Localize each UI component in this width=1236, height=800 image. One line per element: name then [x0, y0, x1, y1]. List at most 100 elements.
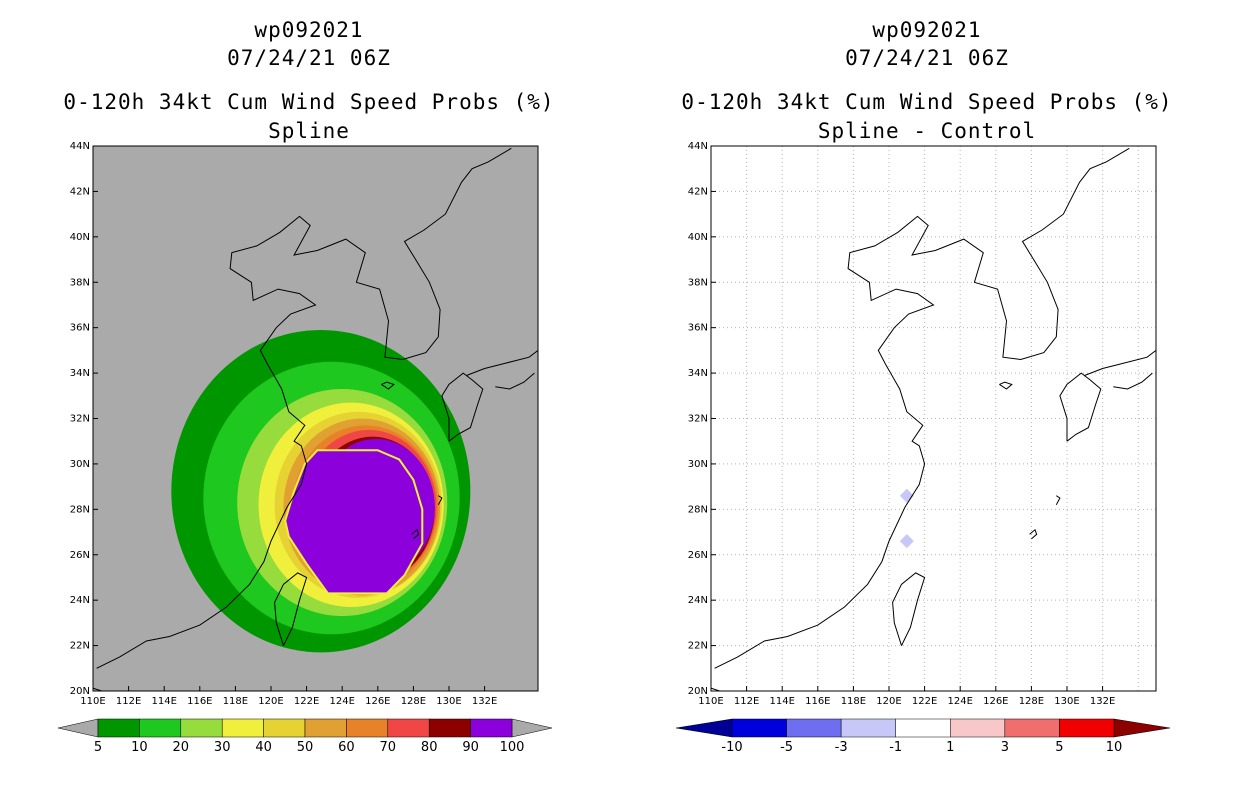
colorbar-swatch: [895, 718, 951, 738]
coastline: [1055, 495, 1061, 506]
x-tick-label: 128E: [401, 696, 426, 707]
coastline: [441, 372, 484, 442]
x-tick-label: 132E: [472, 696, 497, 707]
colorbar-swatch: [428, 718, 471, 738]
coastline: [466, 350, 538, 376]
colorbar-label: 10: [1106, 740, 1123, 755]
diff-cell: [899, 534, 914, 549]
x-tick-label: 118E: [223, 696, 248, 707]
colorbar-swatch: [263, 718, 306, 738]
colorbar-label: -10: [721, 740, 742, 755]
colorbar-swatch: [1004, 718, 1060, 738]
colorbar-swatch: [731, 718, 787, 738]
coastline: [714, 147, 1130, 669]
colorbar-arrow-high: [511, 718, 553, 738]
coastline: [1029, 528, 1038, 540]
coastline: [999, 381, 1013, 390]
storm-id: wp092021: [872, 18, 982, 42]
coastline: [1113, 372, 1153, 390]
storm-id: wp092021: [254, 18, 364, 42]
coastline: [381, 381, 395, 390]
colorbar-label: 30: [214, 740, 231, 755]
coastline: [1084, 350, 1156, 376]
y-tick-label: 28N: [70, 504, 90, 515]
y-tick-label: 42N: [70, 186, 90, 197]
colorbar-label: 20: [173, 740, 190, 755]
colorbar-swatch: [304, 718, 347, 738]
colorbar-swatch: [470, 718, 513, 738]
colorbar-swatch: [786, 718, 842, 738]
y-tick-label: 30N: [70, 459, 90, 470]
y-tick-label: 38N: [70, 277, 90, 288]
map-plot: 110E 112E 114E 116E 118E 120E 122E 124E 126E 128E…: [675, 141, 1171, 755]
coastline: [892, 572, 926, 646]
x-tick-label: 118E: [841, 696, 866, 707]
x-tick-label: 122E: [294, 696, 319, 707]
colorbar-swatch: [180, 718, 223, 738]
coastline: [437, 495, 443, 506]
colorbar-label: 80: [421, 740, 438, 755]
y-tick-label: 34N: [688, 368, 708, 379]
colorbar-label: -1: [889, 740, 902, 755]
y-tick-label: 44N: [688, 141, 708, 152]
colorbar-swatch: [97, 718, 140, 738]
chart-subtitle: Spline: [268, 119, 350, 143]
plot-layer: [711, 146, 1156, 691]
colorbar-label: 1: [946, 740, 954, 755]
chart-title: 0-120h 34kt Cum Wind Speed Probs (%): [63, 90, 555, 114]
coastline: [411, 528, 420, 540]
y-tick-label: 26N: [688, 550, 708, 561]
x-tick-label: 130E: [1054, 696, 1079, 707]
coastline: [96, 147, 512, 669]
y-tick-label: 22N: [688, 641, 708, 652]
chart-subtitle: Spline - Control: [817, 119, 1037, 143]
x-tick-label: 110E: [698, 696, 723, 707]
x-tick-label: 116E: [187, 696, 212, 707]
x-tick-label: 124E: [329, 696, 354, 707]
plot-layer: [93, 147, 538, 691]
datetime: 07/24/21 06Z: [227, 46, 391, 70]
x-tick-label: 128E: [1019, 696, 1044, 707]
x-tick-label: 112E: [116, 696, 141, 707]
colorbar-label: 90: [462, 740, 479, 755]
y-tick-label: 40N: [70, 232, 90, 243]
coastline: [274, 572, 308, 646]
colorbar-label: 5: [1055, 740, 1063, 755]
chart-title: 0-120h 34kt Cum Wind Speed Probs (%): [681, 90, 1173, 114]
coastline: [1059, 372, 1102, 442]
y-tick-label: 44N: [70, 141, 90, 152]
y-tick-label: 24N: [70, 595, 90, 606]
y-tick-label: 38N: [688, 277, 708, 288]
x-tick-label: 114E: [151, 696, 176, 707]
colorbar-label: 5: [94, 740, 102, 755]
colorbar-label: 50: [297, 740, 314, 755]
left-panel: wp092021 07/24/21 06Z 0-120h 34kt Cum Wi…: [57, 18, 555, 755]
colorbar-label: -5: [780, 740, 793, 755]
y-tick-label: 40N: [688, 232, 708, 243]
colorbar-arrow-low: [57, 718, 99, 738]
y-tick-label: 22N: [70, 641, 90, 652]
x-tick-label: 126E: [365, 696, 390, 707]
x-tick-label: 116E: [805, 696, 830, 707]
colorbar-swatch: [139, 718, 182, 738]
x-tick-label: 120E: [258, 696, 283, 707]
colorbar-arrow-low: [675, 718, 733, 738]
colorbar-swatch: [950, 718, 1006, 738]
colorbar-swatch: [346, 718, 389, 738]
colorbar-swatch: [840, 718, 896, 738]
y-tick-label: 36N: [688, 323, 708, 334]
x-tick-label: 132E: [1090, 696, 1115, 707]
y-tick-label: 36N: [70, 323, 90, 334]
colorbar-swatch: [221, 718, 264, 738]
y-tick-label: 28N: [688, 504, 708, 515]
colorbar-label: 3: [1001, 740, 1009, 755]
colorbar-label: 60: [338, 740, 355, 755]
y-tick-label: 30N: [688, 459, 708, 470]
plot-background: [711, 146, 1156, 691]
colorbar-swatch: [387, 718, 430, 738]
colorbar-swatch: [1059, 718, 1115, 738]
x-tick-label: 130E: [436, 696, 461, 707]
map-plot: 110E 112E 114E 116E 118E 120E 122E 124E 126E 128E…: [57, 141, 553, 755]
x-tick-label: 110E: [80, 696, 105, 707]
y-tick-label: 26N: [70, 550, 90, 561]
